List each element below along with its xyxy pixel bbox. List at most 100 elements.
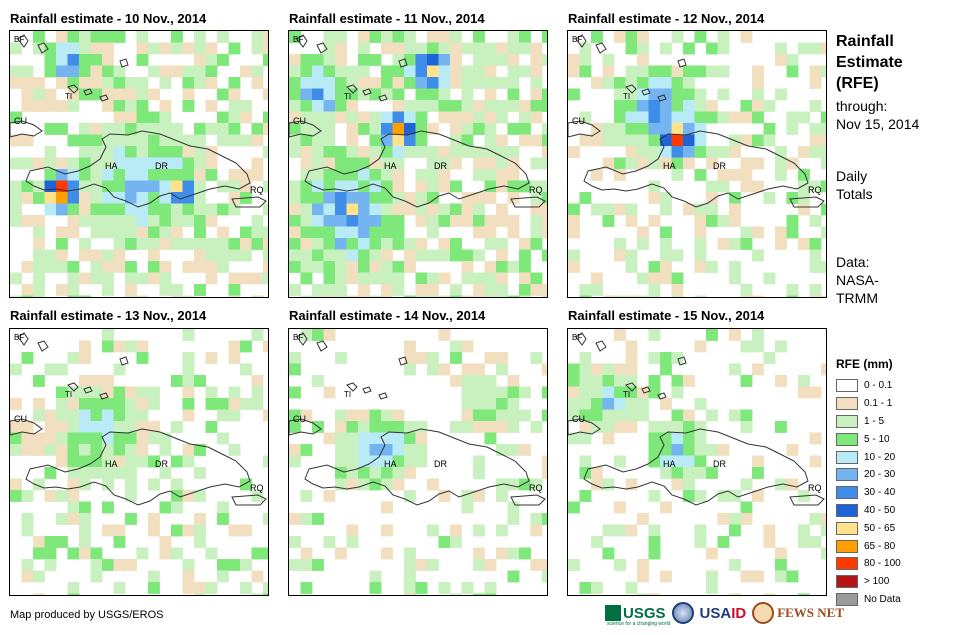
- rain-cell: [530, 42, 543, 55]
- rain-cell: [90, 134, 103, 147]
- rain-cell: [671, 272, 684, 285]
- rain-cell: [79, 398, 91, 410]
- rain-cell: [694, 524, 707, 537]
- rain-cell: [625, 123, 638, 135]
- rain-cell: [56, 123, 68, 135]
- rain-cell: [335, 88, 347, 101]
- rain-cell: [323, 272, 336, 285]
- rain-cell: [381, 547, 393, 560]
- rain-cell: [335, 249, 347, 262]
- rain-cell: [56, 284, 68, 296]
- rain-cell: [300, 226, 313, 239]
- rain-cell: [694, 295, 707, 297]
- rain-cell: [519, 478, 531, 491]
- rain-cell: [392, 467, 405, 479]
- rain-cell: [102, 559, 114, 571]
- map-label-rq: RQ: [250, 185, 264, 195]
- rain-cell: [404, 238, 416, 250]
- rain-cell: [614, 363, 626, 376]
- rain-cell: [125, 421, 137, 433]
- rain-cell: [33, 31, 45, 43]
- rain-cell: [21, 261, 34, 273]
- rain-cell: [102, 421, 114, 433]
- rain-cell: [404, 31, 416, 43]
- rain-cell: [125, 157, 137, 170]
- rain-cell: [194, 31, 206, 43]
- rain-cell: [496, 363, 508, 376]
- rain-cell: [125, 100, 137, 112]
- rain-cell: [67, 490, 80, 502]
- rain-cell: [438, 238, 451, 250]
- rain-cell: [217, 559, 229, 571]
- rain-cell: [507, 513, 520, 525]
- rain-cell: [473, 363, 485, 376]
- rain-cell: [346, 111, 359, 124]
- rain-cell: [125, 77, 137, 89]
- map-label-rq: RQ: [808, 483, 822, 493]
- rain-cell: [427, 215, 439, 227]
- rain-cell: [251, 398, 264, 410]
- rain-cell: [415, 432, 428, 445]
- rain-cell: [56, 398, 68, 410]
- rain-cell: [519, 42, 531, 55]
- coastline: [346, 84, 388, 102]
- rain-cell: [102, 249, 114, 262]
- rain-cell: [240, 398, 252, 410]
- rain-cell: [205, 203, 218, 216]
- rain-cell: [56, 203, 68, 216]
- rain-cell: [519, 295, 531, 297]
- rain-cell: [102, 42, 114, 55]
- map-label-ti: TI: [65, 92, 72, 101]
- rain-cell: [602, 215, 615, 227]
- rain-cell: [473, 100, 485, 112]
- rain-cell: [821, 146, 826, 158]
- coastline: [510, 494, 546, 506]
- rain-cell: [182, 100, 195, 112]
- rain-cell: [300, 54, 313, 66]
- rain-cell: [171, 157, 183, 170]
- rain-cell: [44, 261, 57, 273]
- rain-cell: [717, 88, 730, 101]
- rain-cell: [519, 261, 531, 273]
- rain-cell: [775, 157, 787, 170]
- rain-cell: [102, 88, 114, 101]
- rain-cell: [102, 375, 114, 387]
- rain-cell: [102, 54, 114, 66]
- rain-cell: [427, 192, 439, 204]
- rain-cell: [660, 352, 672, 364]
- rain-cell: [159, 169, 172, 181]
- rain-cell: [44, 100, 57, 112]
- rain-cell: [346, 272, 359, 285]
- rain-cell: [263, 123, 268, 135]
- rain-cell: [228, 386, 241, 399]
- rain-cell: [300, 77, 313, 89]
- rain-cell: [159, 432, 172, 445]
- coastline: [510, 196, 546, 208]
- coastline: [296, 34, 408, 68]
- rain-cell: [542, 455, 547, 468]
- rain-cell: [450, 54, 462, 66]
- rain-cell: [182, 157, 195, 170]
- rain-cell: [775, 169, 787, 181]
- rain-cell: [591, 169, 603, 181]
- rain-cell: [113, 421, 126, 433]
- rain-cell: [381, 295, 393, 297]
- rain-cell: [729, 203, 741, 216]
- rain-cell: [591, 203, 603, 216]
- rain-cell: [102, 455, 114, 468]
- rain-cell: [125, 192, 137, 204]
- rain-cell: [21, 570, 34, 583]
- rain-cell: [648, 432, 661, 445]
- rain-cell: [660, 192, 672, 204]
- rain-cell: [542, 570, 547, 583]
- rain-cell: [752, 249, 764, 262]
- rain-cell: [10, 65, 22, 78]
- rain-cell: [752, 467, 764, 479]
- rain-cell: [194, 249, 206, 262]
- rain-cell: [148, 192, 160, 204]
- rain-cell: [484, 582, 497, 594]
- rain-cell: [484, 42, 497, 55]
- rain-cell: [171, 375, 183, 387]
- rain-cell: [602, 123, 615, 135]
- rain-cell: [79, 65, 91, 78]
